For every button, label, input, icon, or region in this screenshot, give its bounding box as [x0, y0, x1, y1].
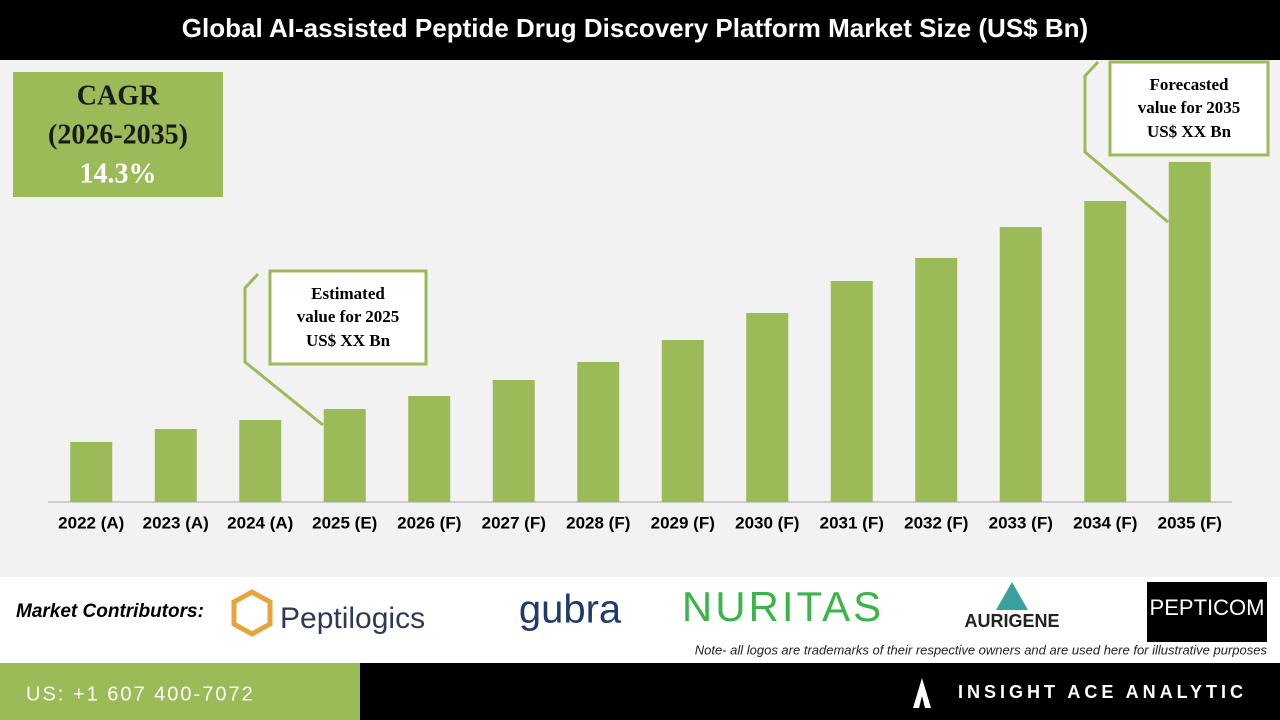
bar [492, 380, 535, 502]
bar [1168, 162, 1211, 502]
x-tick-label: 2024 (A) [227, 513, 293, 532]
x-tick-label: 2032 (F) [904, 513, 968, 532]
x-tick-label: 2029 (F) [651, 513, 715, 532]
bars: 2022 (A) 2023 (A) 2024 (A) 2025 (E) 2026 (F)… [58, 162, 1222, 532]
cagr-value: 14.3% [80, 158, 157, 189]
callout-text: US$ XX Bn [1147, 122, 1232, 141]
bar [1084, 201, 1127, 502]
phone-box [0, 663, 360, 720]
x-tick-label: 2034 (F) [1073, 513, 1137, 532]
callout-box [1108, 60, 1270, 157]
callout-connector [243, 272, 324, 427]
x-tick-label: 2035 (F) [1158, 513, 1222, 532]
x-tick-label: 2028 (F) [566, 513, 630, 532]
callout-text: Forecasted [1150, 75, 1230, 94]
logo: AURIGENE [964, 611, 1059, 631]
x-tick-label: 2030 (F) [735, 513, 799, 532]
callout-text: value for 2035 [1138, 98, 1241, 117]
bar [154, 429, 197, 502]
logo: Peptilogics [280, 602, 425, 635]
callout-connector [1083, 60, 1169, 224]
bar [746, 313, 789, 502]
x-tick-label: 2031 (F) [820, 513, 884, 532]
x-tick-label: 2026 (F) [397, 513, 461, 532]
bar [830, 281, 873, 502]
brand: INSIGHT ACE ANALYTIC [958, 682, 1247, 702]
logo: NURITAS [682, 583, 884, 630]
cagr-label: CAGR [77, 80, 160, 111]
title-bar [0, 0, 1280, 60]
cagr-period: (2026-2035) [48, 119, 188, 150]
logo-background [1147, 582, 1267, 642]
x-tick-label: 2023 (A) [143, 513, 209, 532]
logo: PEPTICOM [1150, 595, 1265, 620]
chart-title: Global AI-assisted Peptide Drug Discover… [182, 13, 1088, 43]
bar [70, 442, 113, 502]
cagr-box [13, 72, 223, 197]
bar [323, 409, 366, 502]
contributors-label: Market Contributors: [16, 601, 204, 622]
callout-text: Estimated [311, 284, 385, 303]
x-tick-label: 2033 (F) [989, 513, 1053, 532]
note: Note- all logos are trademarks of their … [695, 642, 1268, 657]
logo-icon [996, 582, 1028, 610]
bar [661, 340, 704, 502]
phone: US: +1 607 400-7072 [26, 683, 255, 705]
callout-text: US$ XX Bn [306, 331, 391, 350]
x-tick-label: 2025 (E) [312, 513, 377, 532]
logo-icon [231, 589, 273, 637]
x-tick-label: 2027 (F) [482, 513, 546, 532]
callout-box [268, 269, 428, 366]
bar [408, 396, 451, 502]
bar [915, 258, 958, 502]
bar [577, 362, 620, 502]
callout-text: value for 2025 [297, 307, 400, 326]
x-tick-label: 2022 (A) [58, 513, 124, 532]
contributors-strip [0, 577, 1280, 663]
bar [239, 420, 282, 502]
brand-icon [913, 678, 931, 708]
logo: gubra [519, 588, 622, 632]
bar [999, 227, 1042, 502]
brand-bar [360, 663, 1280, 720]
